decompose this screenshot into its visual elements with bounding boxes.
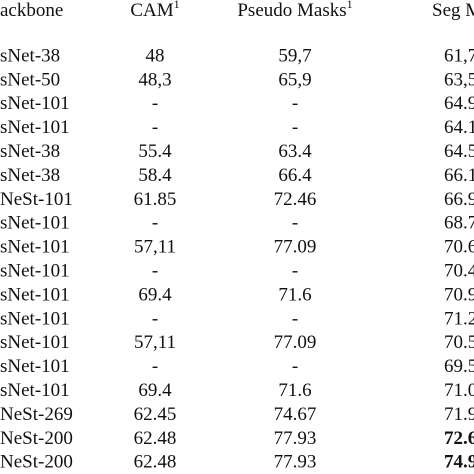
table-cell: 71.2	[444, 308, 474, 329]
table-cell: sNet-101	[0, 260, 70, 281]
table-cell: 77.93	[274, 428, 317, 449]
table-cell: sNet-101	[0, 380, 70, 401]
table-cell: 66.9	[444, 189, 474, 210]
table-cell: sNet-101	[0, 213, 70, 234]
table-cell: sNet-101	[0, 356, 70, 377]
header-text: Seg Ma	[432, 0, 474, 21]
table-cell: 64.5	[444, 141, 474, 162]
table-cell: sNet-101	[0, 284, 70, 305]
table-cell: 70.6	[444, 237, 474, 258]
header-superscript: 1	[347, 0, 353, 11]
table-cell: 57,11	[134, 237, 176, 258]
table-cell: sNet-38	[0, 141, 60, 162]
table-cell: sNet-101	[0, 237, 70, 258]
table-cell: 63,5	[444, 69, 474, 90]
table-cell: 69.4	[138, 284, 172, 305]
table-cell: -	[292, 308, 298, 329]
table-cell: -	[292, 213, 298, 234]
table-cell: 62.48	[134, 428, 177, 449]
table-cell: 63.4	[278, 141, 312, 162]
table-cell: -	[292, 93, 298, 114]
header-text: Pseudo Masks	[237, 0, 346, 21]
header-cell: Pseudo Masks1	[237, 0, 352, 21]
table-cell: -	[292, 260, 298, 281]
table-cell: NeSt-269	[0, 404, 73, 425]
table-cell: -	[152, 213, 158, 234]
table-cell: 70.9	[444, 284, 474, 305]
table-cell: 68.7	[444, 213, 474, 234]
table-cell: -	[152, 356, 158, 377]
table-cell: -	[152, 117, 158, 138]
table-cell: 66.1	[444, 165, 474, 186]
table-cell: 57,11	[134, 332, 176, 353]
table-cell: 70.4	[444, 260, 474, 281]
table-cell: 71.0	[444, 380, 474, 401]
table-cell: 58.4	[138, 165, 172, 186]
table-cell: 64.9	[444, 93, 474, 114]
table-cell: NeSt-200	[0, 428, 73, 449]
table-cell: NeSt-101	[0, 189, 73, 210]
table-cell: 59,7	[278, 45, 311, 66]
table-cell: -	[152, 260, 158, 281]
table-cell: 77.09	[274, 237, 317, 258]
table-cell: sNet-101	[0, 93, 70, 114]
header-cell: Seg Ma	[432, 0, 474, 21]
table-cell: 71.9	[444, 404, 474, 425]
header-cell: CAM1	[130, 0, 179, 21]
table-cell: 74.67	[274, 404, 317, 425]
table-cell: 69.4	[138, 380, 172, 401]
table-cell: 48	[146, 45, 165, 66]
table-cell: 69.5	[444, 356, 474, 377]
table-cell: 77.93	[274, 452, 317, 473]
header-text: ackbone	[0, 0, 63, 21]
table-cell: 72.46	[274, 189, 317, 210]
header-text: CAM	[130, 0, 173, 21]
table-cell: -	[152, 308, 158, 329]
table-cell: sNet-50	[0, 69, 60, 90]
table-cell: 74.9	[444, 452, 474, 473]
table-cell: -	[292, 356, 298, 377]
header-cell: ackbone	[0, 0, 63, 21]
table-cell: sNet-38	[0, 45, 60, 66]
table-cell: 71.6	[278, 380, 311, 401]
table-cell: 70.5	[444, 332, 474, 353]
table-cell: 77.09	[274, 332, 317, 353]
table-cell: 48,3	[138, 69, 171, 90]
table-cell: 71.6	[278, 284, 311, 305]
table-cell: sNet-101	[0, 332, 70, 353]
header-superscript: 1	[174, 0, 180, 11]
table-cell: 62.48	[134, 452, 177, 473]
table-cell: 61,7	[444, 45, 474, 66]
table-cell: 65,9	[278, 69, 311, 90]
table-cell: 72.6	[444, 428, 474, 449]
table-cell: sNet-38	[0, 165, 60, 186]
table-cell: sNet-101	[0, 117, 70, 138]
table-cell: -	[152, 93, 158, 114]
table-cell: 55.4	[138, 141, 172, 162]
table-cell: 61.85	[134, 189, 177, 210]
table-cell: NeSt-200	[0, 452, 73, 473]
table-cell: sNet-101	[0, 308, 70, 329]
table-cell: -	[292, 117, 298, 138]
table-cell: 62.45	[134, 404, 177, 425]
table-cell: 66.4	[278, 165, 312, 186]
table-cell: 64.1	[444, 117, 474, 138]
